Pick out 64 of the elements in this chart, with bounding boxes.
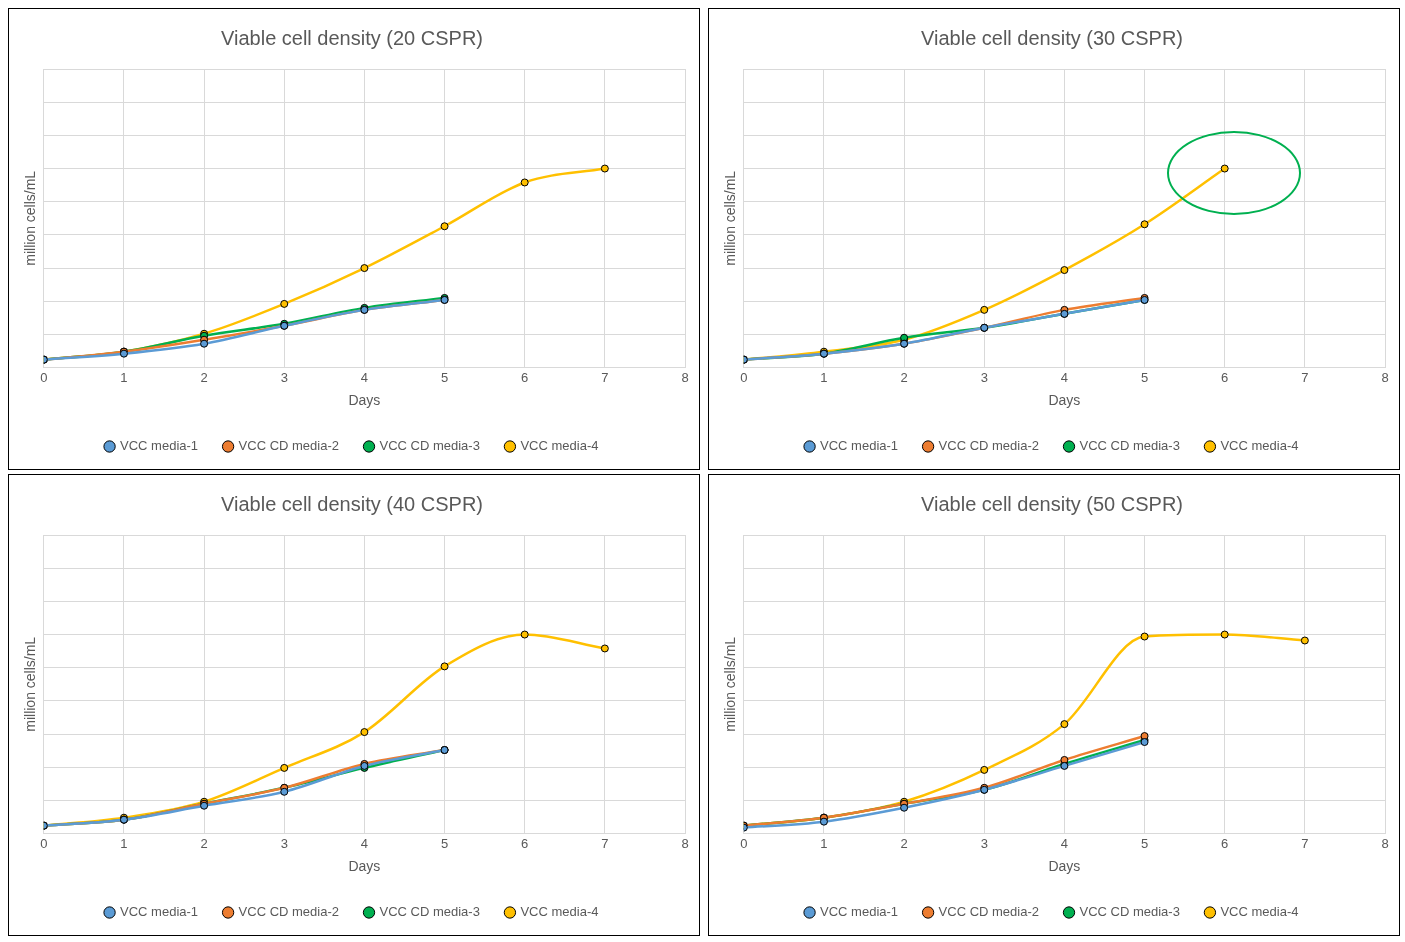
legend-label: VCC media-4 (1220, 438, 1299, 454)
x-axis-title: Days (348, 858, 381, 875)
x-tick-label: 1 (820, 369, 828, 385)
legend-label: VCC CD media-2 (938, 438, 1040, 454)
x-tick-label: 3 (980, 835, 988, 851)
x-tick-label: 5 (440, 369, 449, 385)
legend-label: VCC CD media-3 (1079, 904, 1180, 920)
x-tick-label: 8 (681, 835, 689, 851)
x-tick-label: 8 (681, 369, 689, 385)
x-tick-label: 3 (280, 835, 288, 851)
x-tick-label: 4 (1060, 369, 1069, 385)
x-tick-label: 5 (1140, 369, 1149, 385)
legend-label: VCC media-4 (520, 438, 599, 454)
y-axis-title: million cells/mL (22, 170, 39, 266)
legend-label: VCC CD media-3 (1079, 438, 1180, 454)
chart-title: Viable cell density (30 CSPR) (921, 26, 1183, 49)
y-axis-title: million cells/mL (22, 636, 39, 732)
x-tick-label: 5 (440, 835, 449, 851)
x-tick-label: 1 (120, 835, 128, 851)
y-axis-title: million cells/mL (722, 636, 739, 732)
legend-label: VCC media-4 (1220, 904, 1299, 920)
x-tick-label: 3 (280, 369, 288, 385)
legend-label: VCC media-1 (820, 438, 899, 454)
x-tick-label: 6 (521, 835, 529, 851)
legend-label: VCC CD media-3 (379, 904, 480, 920)
chart-title: Viable cell density (20 CSPR) (221, 26, 483, 49)
x-tick-label: 8 (1381, 369, 1389, 385)
legend-label: VCC media-1 (120, 904, 199, 920)
x-tick-label: 5 (1140, 835, 1149, 851)
x-tick-label: 6 (1221, 369, 1229, 385)
legend-label: VCC CD media-2 (238, 904, 340, 920)
legend-label: VCC media-4 (520, 904, 599, 920)
x-tick-label: 0 (740, 835, 748, 851)
x-tick-label: 4 (360, 835, 369, 851)
x-tick-label: 8 (1381, 835, 1389, 851)
legend-label: VCC media-1 (120, 438, 199, 454)
x-axis-title: Days (1048, 858, 1081, 875)
x-tick-label: 3 (980, 369, 988, 385)
chart-title: Viable cell density (50 CSPR) (921, 492, 1183, 515)
x-tick-label: 1 (120, 369, 128, 385)
x-tick-label: 6 (1221, 835, 1229, 851)
legend-label: VCC CD media-2 (938, 904, 1040, 920)
x-axis-title: Days (348, 392, 381, 409)
x-tick-label: 4 (1060, 835, 1069, 851)
x-tick-label: 0 (40, 835, 48, 851)
x-tick-label: 2 (200, 835, 208, 851)
x-tick-label: 0 (40, 369, 48, 385)
x-tick-label: 2 (900, 369, 908, 385)
x-tick-label: 7 (1301, 835, 1309, 851)
chart-title: Viable cell density (40 CSPR) (221, 492, 483, 515)
x-tick-label: 1 (820, 835, 828, 851)
legend-label: VCC CD media-3 (379, 438, 480, 454)
x-axis-title: Days (1048, 392, 1081, 409)
x-tick-label: 7 (601, 835, 609, 851)
y-axis-title: million cells/mL (722, 170, 739, 266)
x-tick-label: 2 (900, 835, 908, 851)
x-tick-label: 6 (521, 369, 529, 385)
x-tick-label: 4 (360, 369, 369, 385)
legend-label: VCC media-1 (820, 904, 899, 920)
x-tick-label: 7 (601, 369, 609, 385)
legend-label: VCC CD media-2 (238, 438, 340, 454)
x-tick-label: 7 (1301, 369, 1309, 385)
x-tick-label: 2 (200, 369, 208, 385)
x-tick-label: 0 (740, 369, 748, 385)
